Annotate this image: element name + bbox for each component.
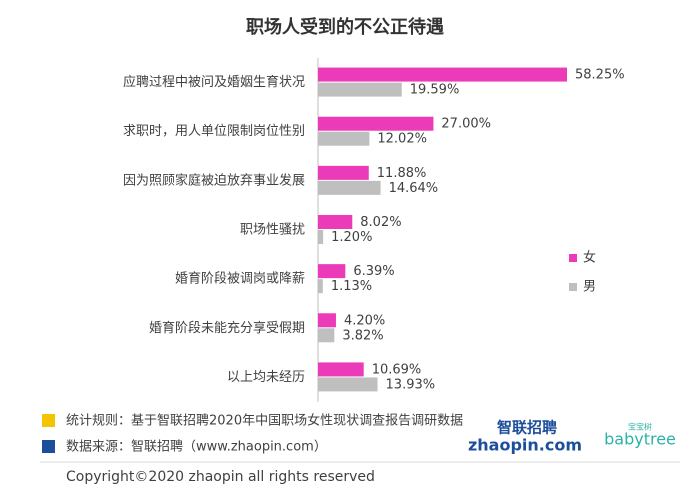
legend-swatch — [569, 283, 577, 291]
value-label: 13.93% — [386, 377, 436, 392]
value-label: 3.82% — [342, 328, 383, 343]
bar — [318, 116, 434, 131]
chart-title: 职场人受到的不公正待遇 — [246, 16, 444, 38]
logo-text: zhaopin.com — [468, 436, 582, 455]
category-label: 婚育阶段未能充分享受假期 — [149, 320, 305, 336]
logo-text: 智联招聘 — [497, 419, 557, 437]
value-label: 12.02% — [377, 132, 427, 147]
logo-text: babytree — [604, 430, 676, 449]
bar — [318, 215, 353, 229]
legend-label: 男 — [583, 280, 596, 295]
bar — [318, 377, 378, 392]
bar — [318, 328, 335, 343]
bar — [318, 362, 364, 377]
bar — [318, 264, 346, 279]
bar — [318, 82, 402, 97]
footer-note: 数据来源：智联招聘（www.zhaopin.com） — [66, 440, 327, 455]
category-label: 职场性骚扰 — [240, 223, 305, 238]
value-label: 58.25% — [575, 68, 625, 83]
bar — [318, 279, 323, 294]
note-marker — [42, 414, 55, 427]
value-label: 6.39% — [353, 264, 394, 279]
bar — [318, 230, 324, 244]
value-label: 1.20% — [331, 230, 372, 245]
footer-note: 统计规则：基于智联招聘2020年中国职场女性现状调查报告调研数据 — [66, 413, 463, 429]
category-label: 应聘过程中被问及婚姻生育状况 — [123, 74, 305, 90]
value-label: 10.69% — [372, 362, 422, 377]
bar — [318, 165, 369, 180]
bar — [318, 313, 336, 328]
value-label: 8.02% — [360, 215, 401, 230]
bar — [318, 180, 381, 195]
logo-text: 宝宝树 — [628, 422, 652, 432]
bar — [318, 131, 370, 146]
note-marker — [42, 440, 55, 453]
legend-swatch — [569, 254, 577, 262]
legend-label: 女 — [583, 250, 596, 266]
category-label: 因为照顾家庭被迫放弃事业发展 — [123, 172, 305, 188]
category-label: 求职时，用人单位限制岗位性别 — [123, 124, 305, 139]
value-label: 11.88% — [377, 166, 427, 181]
value-label: 14.64% — [389, 181, 439, 196]
value-label: 19.59% — [410, 83, 460, 98]
bar — [318, 67, 567, 82]
value-label: 1.13% — [331, 279, 372, 294]
category-label: 婚育阶段被调岗或降薪 — [175, 271, 305, 287]
value-label: 27.00% — [441, 117, 491, 132]
category-label: 以上均未经历 — [227, 370, 305, 385]
copyright: Copyright©2020 zhaopin all rights reserv… — [66, 469, 375, 485]
value-label: 4.20% — [344, 313, 385, 328]
